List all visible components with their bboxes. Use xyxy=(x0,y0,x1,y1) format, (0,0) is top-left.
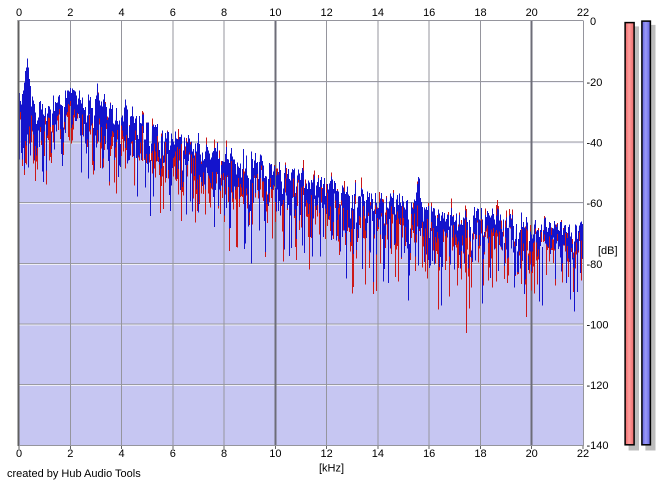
svg-text:20: 20 xyxy=(526,7,538,19)
svg-text:6: 6 xyxy=(170,448,176,460)
svg-text:12: 12 xyxy=(320,448,332,460)
svg-text:22: 22 xyxy=(577,448,589,460)
svg-text:-140: -140 xyxy=(587,440,609,452)
svg-text:-40: -40 xyxy=(587,138,603,150)
svg-text:-80: -80 xyxy=(587,259,603,271)
svg-text:8: 8 xyxy=(221,448,227,460)
svg-text:2: 2 xyxy=(67,448,73,460)
svg-text:-20: -20 xyxy=(587,77,603,89)
svg-text:0: 0 xyxy=(16,7,22,19)
svg-text:4: 4 xyxy=(118,7,124,19)
svg-text:10: 10 xyxy=(269,448,281,460)
svg-text:0: 0 xyxy=(16,448,22,460)
svg-text:0: 0 xyxy=(590,16,596,28)
svg-text:8: 8 xyxy=(221,7,227,19)
svg-text:[kHz]: [kHz] xyxy=(319,463,344,475)
svg-text:10: 10 xyxy=(269,7,281,19)
svg-text:16: 16 xyxy=(423,7,435,19)
svg-text:6: 6 xyxy=(170,7,176,19)
svg-text:12: 12 xyxy=(320,7,332,19)
svg-text:4: 4 xyxy=(118,448,124,460)
svg-text:-120: -120 xyxy=(587,380,609,392)
svg-text:16: 16 xyxy=(423,448,435,460)
svg-text:20: 20 xyxy=(526,448,538,460)
svg-text:created by Hub Audio Tools: created by Hub Audio Tools xyxy=(7,468,141,480)
svg-text:18: 18 xyxy=(474,7,486,19)
svg-text:-100: -100 xyxy=(587,319,609,331)
svg-text:18: 18 xyxy=(474,448,486,460)
svg-text:2: 2 xyxy=(67,7,73,19)
svg-text:14: 14 xyxy=(372,7,384,19)
svg-text:14: 14 xyxy=(372,448,384,460)
svg-text:[dB]: [dB] xyxy=(598,245,618,257)
svg-text:22: 22 xyxy=(577,7,589,19)
svg-text:-60: -60 xyxy=(587,198,603,210)
